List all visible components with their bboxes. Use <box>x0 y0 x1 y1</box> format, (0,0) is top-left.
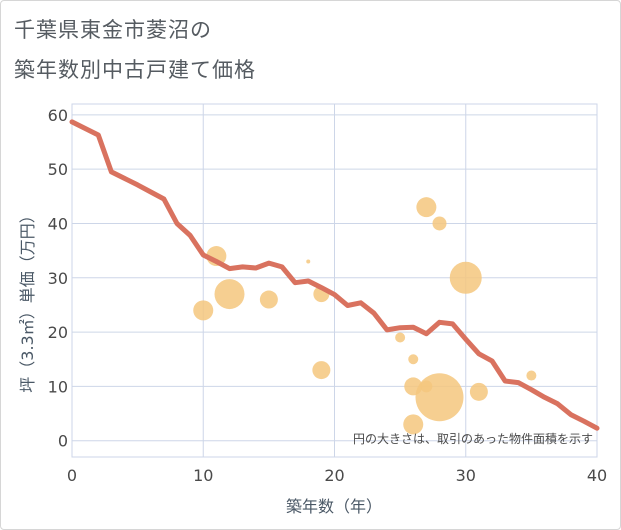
y-axis-label: 坪（3.3㎡）単価（万円） <box>18 207 37 392</box>
bubble-series <box>193 197 537 435</box>
bubble-point <box>214 279 245 310</box>
y-tick-label: 60 <box>48 106 68 125</box>
x-tick-label: 40 <box>587 466 607 485</box>
bubble-point <box>403 414 424 435</box>
y-tick-label: 0 <box>58 432 68 451</box>
tick-labels: 0 10 20 30 40 0 10 20 30 40 50 60 <box>48 106 608 485</box>
bubble-point <box>416 197 437 218</box>
line-series <box>69 119 600 431</box>
bubble-point <box>432 216 447 231</box>
y-tick-label: 10 <box>48 377 68 396</box>
bubble-point <box>306 259 311 264</box>
y-tick-label: 20 <box>48 323 68 342</box>
x-tick-label: 10 <box>193 466 213 485</box>
x-tick-label: 20 <box>324 466 344 485</box>
bubble-point <box>193 300 214 321</box>
y-tick-label: 50 <box>48 160 68 179</box>
x-axis-label: 築年数（年） <box>286 497 382 516</box>
bubble-point <box>259 290 278 309</box>
chart-title-line-1: 千葉県東金市菱沼の <box>14 18 212 42</box>
plot-area <box>71 103 598 458</box>
y-tick-label: 40 <box>48 214 68 233</box>
bubble-point <box>408 354 419 365</box>
size-annotation: 円の大きさは、取引のあった物件面積を示す <box>353 431 593 446</box>
bubble-point <box>449 261 482 294</box>
x-tick-label: 0 <box>67 466 77 485</box>
bubble-point <box>526 370 537 381</box>
bubble-point <box>312 361 331 380</box>
x-tick-label: 30 <box>456 466 476 485</box>
bubble-point <box>469 382 488 401</box>
average-price-line <box>69 119 600 431</box>
bubble-point <box>415 373 464 422</box>
grid <box>71 104 598 457</box>
chart-title-line-2: 築年数別中古戸建て価格 <box>14 58 256 82</box>
y-tick-label: 30 <box>48 269 68 288</box>
bubble-point <box>395 332 406 343</box>
